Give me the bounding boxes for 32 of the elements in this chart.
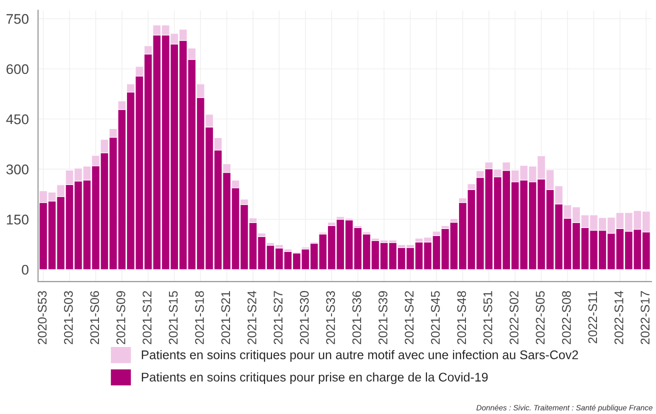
x-tick-label: 2022-S08 [562,291,571,344]
x-tick-label: 2021-S36 [352,291,362,344]
x-tick-label: 2021-S42 [404,291,414,344]
y-tick-label: 300 [6,164,28,174]
y-tick-label: 750 [6,14,28,24]
x-tick-label: 2021-S51 [483,291,492,344]
x-tick-label: 2021-S24 [247,290,256,344]
legend-label: Patients en soins critiques pour un autre motif avec une infection au Sars-Cov2 [142,350,578,362]
legend-label: Patients en soins critiques pour prise en charge de la Covid-19 [142,372,488,384]
x-tick-label: 2021-S39 [378,291,388,344]
x-tick-label: 2021-S21 [221,291,230,344]
x-tick-label: 2021-S48 [457,291,466,344]
x-tick-label: 2021-S15 [168,291,178,344]
x-tick-label: 2022-S02 [510,291,518,344]
x-tick-label: 2022-S11 [588,291,598,344]
x-tick-label: 2021-S27 [274,291,283,344]
x-tick-label: 2021-S18 [195,291,204,344]
x-tick-label: 2021-S30 [300,291,309,344]
x-tick-label: 2022-S05 [536,291,545,344]
y-tick-label: 0 [22,264,28,275]
y-tick-label: 150 [6,214,28,224]
x-tick-label: 2021-S33 [326,291,335,344]
x-tick-label: 2021-S03 [64,291,73,344]
x-tick-label: 2021-S12 [142,291,152,344]
x-tick-label: 2022-S14 [614,290,624,344]
x-tick-label: 2022-S17 [640,291,650,344]
y-tick-label: 450 [6,114,28,124]
x-tick-label: 2021-S45 [430,291,440,344]
x-tick-label: 2020-S53 [38,291,47,344]
x-tick-label: 2021-S09 [116,291,126,344]
x-tick-label: 2021-S06 [90,291,100,344]
y-tick-label: 600 [6,64,28,74]
